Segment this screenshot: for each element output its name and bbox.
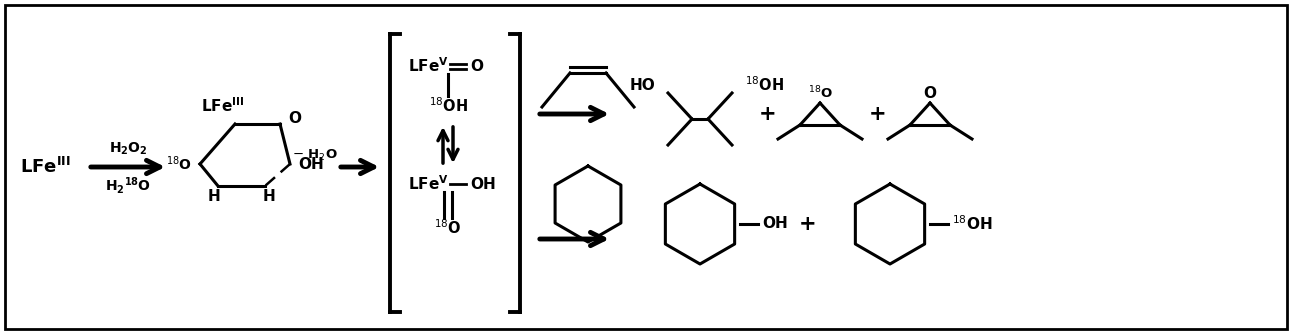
Text: $\mathbf{LFe^{III}}$: $\mathbf{LFe^{III}}$ — [202, 97, 244, 115]
Text: OH: OH — [298, 157, 324, 171]
Text: $^{18}$OH: $^{18}$OH — [745, 75, 784, 94]
Text: H: H — [262, 188, 275, 203]
Text: OH: OH — [470, 176, 496, 191]
Text: $\mathbf{LFe^V}$: $\mathbf{LFe^V}$ — [408, 57, 448, 75]
Text: $\mathbf{H_2O_2}$: $\mathbf{H_2O_2}$ — [109, 141, 147, 157]
Text: +: + — [870, 104, 886, 124]
Text: O: O — [288, 111, 301, 126]
Text: $-$ H$_2$O: $-$ H$_2$O — [292, 147, 339, 163]
Text: O: O — [470, 58, 483, 73]
Text: HO: HO — [629, 77, 655, 93]
Text: $^{18}$O: $^{18}$O — [434, 219, 461, 237]
Text: $^{18}$O: $^{18}$O — [165, 155, 193, 173]
Text: $\mathbf{H_2{^{18}O}}$: $\mathbf{H_2{^{18}O}}$ — [105, 174, 151, 195]
Text: $^{18}$OH: $^{18}$OH — [429, 97, 468, 115]
Text: $\mathbf{LFe^{III}}$: $\mathbf{LFe^{III}}$ — [19, 157, 71, 177]
Text: $^{18}$OH: $^{18}$OH — [952, 215, 992, 233]
Text: H: H — [208, 188, 221, 203]
Text: O: O — [924, 86, 937, 101]
Text: +: + — [760, 104, 776, 124]
Text: +: + — [800, 214, 817, 234]
Text: $\mathbf{LFe^V}$: $\mathbf{LFe^V}$ — [408, 175, 448, 193]
Text: $^{18}$O: $^{18}$O — [808, 85, 832, 101]
Text: OH: OH — [762, 216, 788, 231]
